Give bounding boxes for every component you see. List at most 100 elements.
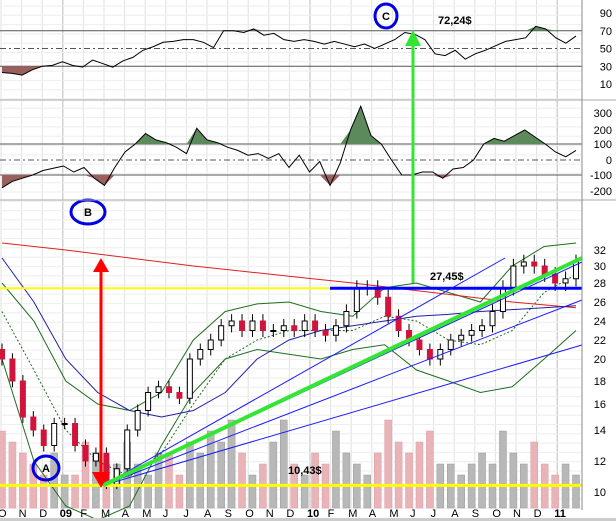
fan-line [102,257,506,486]
candle [395,315,402,331]
rsi-tick-label: 10 [600,79,612,91]
volume-bar [478,452,486,509]
volume-bar [144,474,152,509]
candle [186,358,193,399]
x-tick-label: M [101,508,110,520]
candle [520,261,527,267]
candle [176,392,183,399]
x-tick-label: A [369,508,377,520]
cci-tick-label: 0 [606,155,612,167]
level-high-label: 27,45$ [430,271,464,283]
volume-bar [499,430,507,509]
x-tick-label: J [183,508,189,520]
fan-line [102,344,583,486]
rsi-tick-label: 30 [600,61,612,73]
fan-line [102,299,583,486]
volume-bar [71,474,79,509]
volume-bar [405,452,413,509]
x-tick-label: S [225,508,232,520]
x-tick-label: 09 [60,508,72,520]
grid [0,0,582,510]
price-tick-label: 30 [594,261,606,273]
x-tick-label: O [492,508,501,520]
green-arrow-head [405,30,421,46]
cci-pane [0,104,582,189]
volume-bar [19,452,27,509]
volume-bar [572,474,580,509]
x-tick-label: A [204,508,212,520]
x-tick-label: F [328,508,335,520]
candle [353,287,360,312]
candle [458,334,465,341]
candle [447,339,454,350]
candle [207,339,214,350]
candle [468,330,475,336]
candle [30,416,37,431]
price-pane [0,242,579,521]
x-tick-label: A [122,508,130,520]
price-tick-label: 28 [594,278,606,290]
x-tick-label: D [286,508,294,520]
x-tick-label: M [142,508,151,520]
marker-a-circle [31,454,61,482]
candle [218,325,225,341]
candle [280,325,287,331]
moving-average-red [1,242,577,309]
candle [489,311,496,327]
trend-line-green [102,256,583,488]
candle [51,423,58,446]
rsi-line [1,25,577,76]
volume-bar [342,452,351,509]
red-arrow-down-head [92,472,110,488]
price-tick-label: 22 [594,335,606,347]
volume-bar [311,452,319,509]
candle [19,380,26,418]
marker-a: A [42,463,50,475]
candle [40,429,47,446]
x-tick-label: N [19,508,27,520]
candle [249,320,256,331]
cci-tick-label: -200 [590,186,612,198]
candle [239,320,246,331]
rsi-tick-label: 90 [600,8,612,20]
candle [9,358,16,382]
volume-bar [509,452,518,509]
x-tick-label: J [163,508,169,520]
candle [61,423,68,425]
marker-c-circle [373,2,399,30]
candle [385,296,392,317]
candle [134,410,141,431]
price-tick-label: 10 [594,487,606,499]
moving-average-blue [1,257,577,418]
candle [72,423,79,446]
x-tick-label: O [245,508,254,520]
marker-b: B [84,207,92,219]
x-tick-label: S [472,508,479,520]
volume-bar [394,441,403,509]
x-tick-label: 11 [554,508,566,520]
candle [343,311,350,327]
volume-bar [280,419,288,509]
candle [165,386,172,393]
candle [228,320,235,327]
candle [562,278,569,284]
cci-tick-label: -100 [590,170,612,182]
x-tick-label: J [410,508,416,520]
price-tick-label: 14 [594,425,606,437]
candle [197,349,204,360]
candle [531,261,538,267]
red-arrow-up-head [93,258,109,272]
volume-bar [300,474,309,509]
volume-bar [551,474,559,509]
x-tick-label: M [348,508,357,520]
scrollbar [0,518,616,521]
volume-bar [217,441,225,509]
candle [0,349,5,360]
volume-bar [363,474,372,509]
candle [301,320,308,331]
x-tick-label: N [266,508,274,520]
price-tick-label: 18 [594,376,606,388]
price-tick-label: 12 [594,456,606,468]
target-label: 72,24$ [438,15,472,27]
candle [259,320,266,331]
